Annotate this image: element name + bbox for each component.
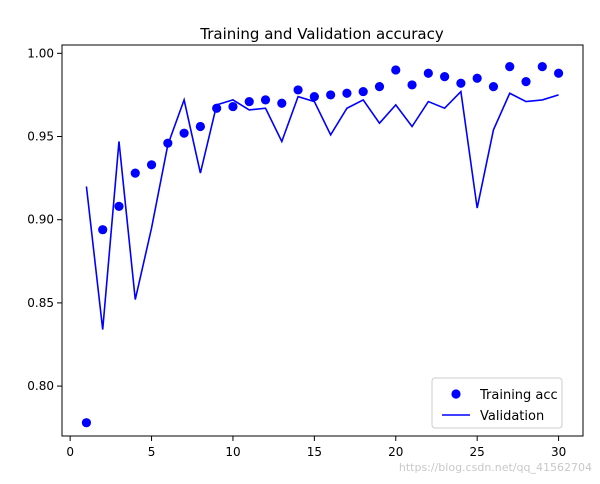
training-acc-point [260,95,271,105]
training-acc-point [228,101,238,112]
training-acc-point [179,128,189,138]
training-acc-point [293,85,303,95]
training-acc-point [277,98,287,108]
training-acc-point [358,86,368,97]
x-tick-label: 25 [470,445,485,459]
training-acc-point [309,91,319,102]
x-tick-label: 20 [388,445,403,459]
training-acc-point [146,160,157,170]
x-tick-label: 10 [225,445,240,459]
training-acc-point [456,78,466,88]
training-acc-point [407,80,417,90]
training-acc-point [98,225,108,235]
training-acc-point [391,65,401,75]
training-acc-point [472,73,482,83]
y-axis: 0.80 0.85 0.90 0.95 1.00 [27,46,62,393]
training-acc-point [342,88,352,98]
training-acc-point [195,121,205,132]
chart-title: Training and Validation accuracy [199,25,444,43]
legend-dot-swatch [451,389,461,399]
validation-line [85,89,559,330]
training-acc-point [326,90,336,100]
x-tick-label: 15 [307,445,322,459]
y-tick-label: 0.90 [27,213,54,227]
y-tick-label: 1.00 [27,46,54,60]
training-acc-point [553,68,564,78]
watermark-text: https://blog.csdn.net/qq_41562704 [399,461,592,474]
plot-area [81,62,564,428]
training-acc-point [537,62,547,72]
y-tick-label: 0.85 [27,296,54,310]
legend: Training acc Validation [431,377,563,429]
plot-frame [61,44,584,437]
y-tick-label: 0.80 [27,379,54,393]
training-acc-point [244,96,254,107]
training-acc-point [81,418,92,428]
training-acc-point [423,68,433,78]
legend-label: Training acc [479,388,558,403]
legend-label: Validation [480,409,544,424]
training-acc-point [505,62,515,72]
training-acc-point [130,168,140,178]
x-axis: 0 5 10 15 20 25 30 [66,436,566,459]
training-acc-point [440,72,450,82]
training-acc-point [488,81,499,92]
training-acc-point [521,77,531,87]
x-tick-label: 5 [148,445,156,459]
training-acc-point [374,81,385,92]
x-tick-label: 30 [551,445,566,459]
y-tick-label: 0.95 [27,130,54,144]
x-tick-label: 0 [66,445,74,459]
training-acc-point [114,201,124,211]
